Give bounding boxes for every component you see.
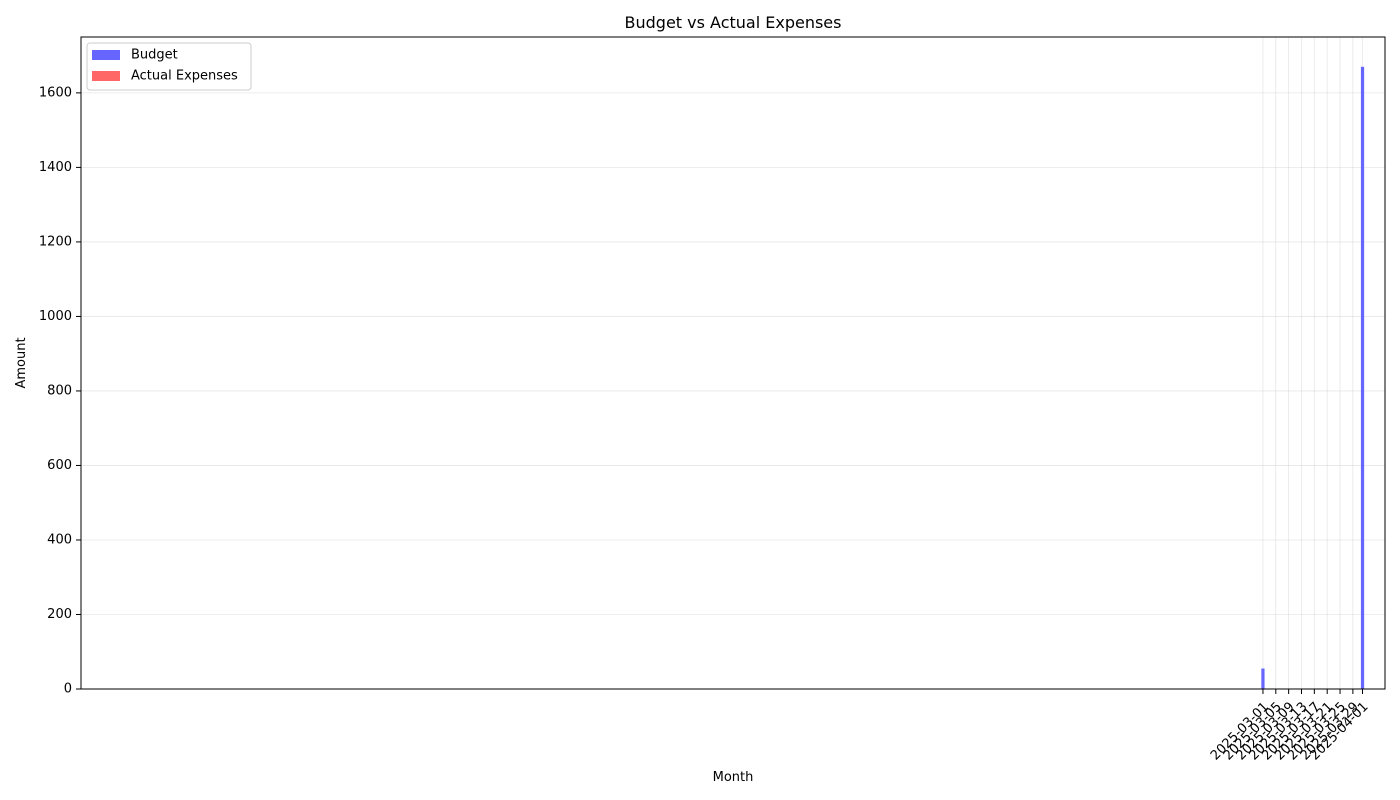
- bar-budget-0: [1261, 668, 1265, 689]
- legend-label-budget: Budget: [131, 48, 178, 63]
- y-tick-label-2: 400: [47, 532, 72, 547]
- x-axis-label: Month: [713, 770, 754, 785]
- y-tick-label-4: 800: [47, 383, 72, 398]
- y-tick-label-1: 200: [47, 607, 72, 622]
- legend-swatch-budget: [92, 50, 120, 60]
- y-tick-label-3: 600: [47, 458, 72, 473]
- y-axis-label: Amount: [14, 337, 29, 388]
- y-tick-label-5: 1000: [39, 309, 72, 324]
- plot-area-frame: [80, 36, 1386, 690]
- y-tick-label-7: 1400: [39, 160, 72, 175]
- axis-ticks: 2025-03-012025-03-052025-03-092025-03-13…: [39, 85, 1372, 763]
- bars: [1261, 66, 1365, 689]
- legend: Budget Actual Expenses: [86, 42, 252, 91]
- legend-frame: [86, 42, 252, 91]
- grid-lines: [81, 37, 1385, 690]
- y-tick-label-6: 1200: [39, 234, 72, 249]
- legend-swatch-actual-expenses: [92, 71, 120, 81]
- legend-label-actual-expenses: Actual Expenses: [131, 69, 238, 84]
- bar-budget-1: [1360, 66, 1365, 689]
- y-tick-label-0: 0: [64, 682, 72, 697]
- y-tick-label-8: 1600: [39, 85, 72, 100]
- chart-title: Budget vs Actual Expenses: [625, 13, 842, 32]
